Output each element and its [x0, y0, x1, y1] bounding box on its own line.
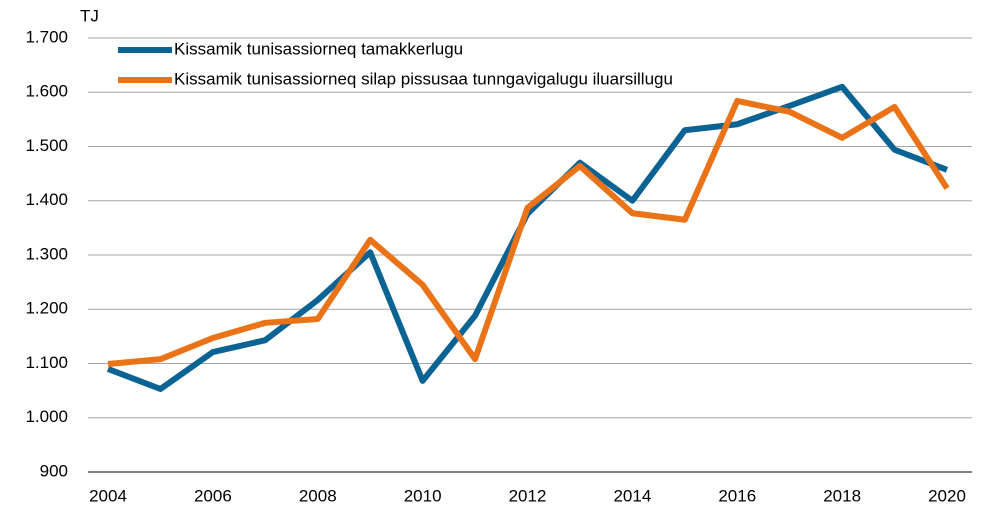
y-tick-label: 1.300 [25, 244, 68, 263]
y-tick-label: 900 [40, 461, 68, 480]
x-tick-label: 2010 [404, 486, 442, 505]
series-line [106, 83, 949, 392]
y-tick-label: 1.200 [25, 299, 68, 318]
legend-label: Kissamik tunisassiorneq silap pissusaa t… [174, 69, 673, 88]
legend-label: Kissamik tunisassiorneq tamakkerlugu [174, 39, 463, 58]
y-tick-label: 1.500 [25, 136, 68, 155]
y-tick-label: 1.400 [25, 190, 68, 209]
series-line [107, 97, 950, 368]
y-tick-label: 1.600 [25, 82, 68, 101]
x-tick-label: 2018 [823, 486, 861, 505]
y-tick-label: 1.700 [25, 27, 68, 46]
x-tick-label: 2016 [718, 486, 756, 505]
x-tick-label: 2014 [613, 486, 651, 505]
x-tick-label: 2004 [89, 486, 127, 505]
x-tick-label: 2012 [509, 486, 547, 505]
x-tick-label: 2008 [299, 486, 337, 505]
x-tick-label: 2020 [928, 486, 966, 505]
x-tick-label: 2006 [194, 486, 232, 505]
y-tick-label: 1.000 [25, 407, 68, 426]
y-axis-label: TJ [80, 6, 99, 25]
y-tick-label: 1.100 [25, 353, 68, 372]
